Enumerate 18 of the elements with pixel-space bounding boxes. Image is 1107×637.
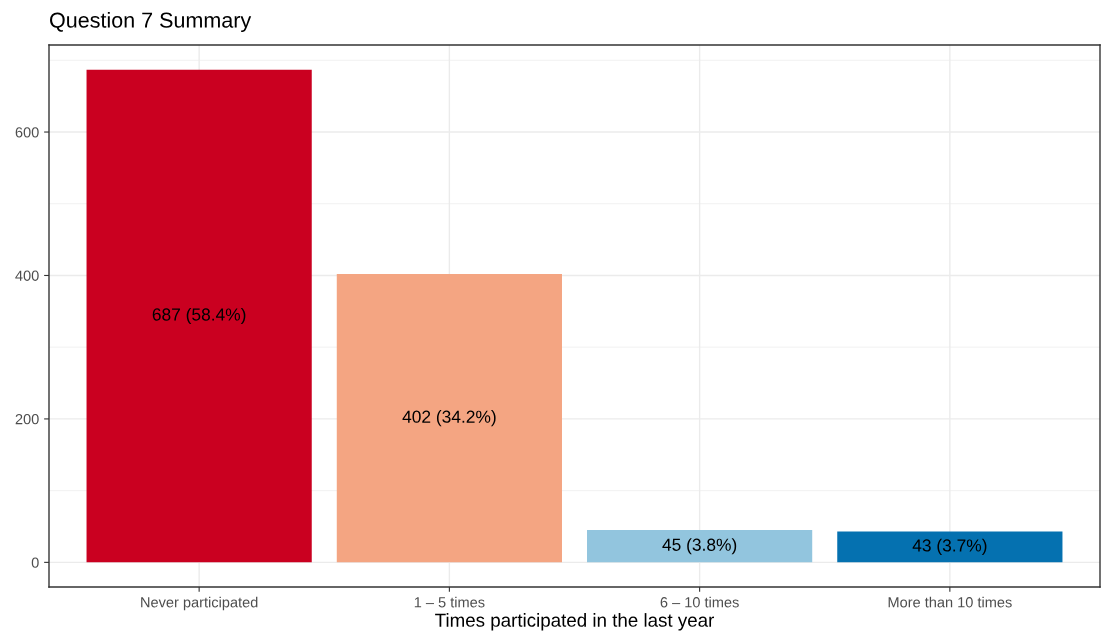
y-tick-label: 200 (15, 414, 39, 425)
data-label: 43 (3.7%) (912, 538, 987, 556)
bar (587, 530, 813, 563)
bar (336, 274, 562, 563)
y-tick-label: 400 (15, 270, 39, 281)
chart-title: Question 7 Summary (50, 11, 252, 33)
x-tick-label: 6 – 10 times (660, 596, 739, 608)
y-tick-label: 0 (31, 557, 39, 568)
data-label: 45 (3.8%) (662, 538, 737, 555)
x-tick-label: Never participated (141, 596, 258, 611)
y-tick-label: 600 (15, 127, 39, 138)
data-label: 687 (58.4%) (152, 307, 246, 325)
x-tick-label: More than 10 times (888, 596, 1012, 608)
data-label: 402 (34.2%) (402, 410, 496, 427)
x-tick-label: 1 – 5 times (414, 596, 485, 608)
bar (837, 531, 1063, 563)
x-axis-title: Times participated in the last year (435, 613, 715, 631)
bar (86, 69, 312, 563)
